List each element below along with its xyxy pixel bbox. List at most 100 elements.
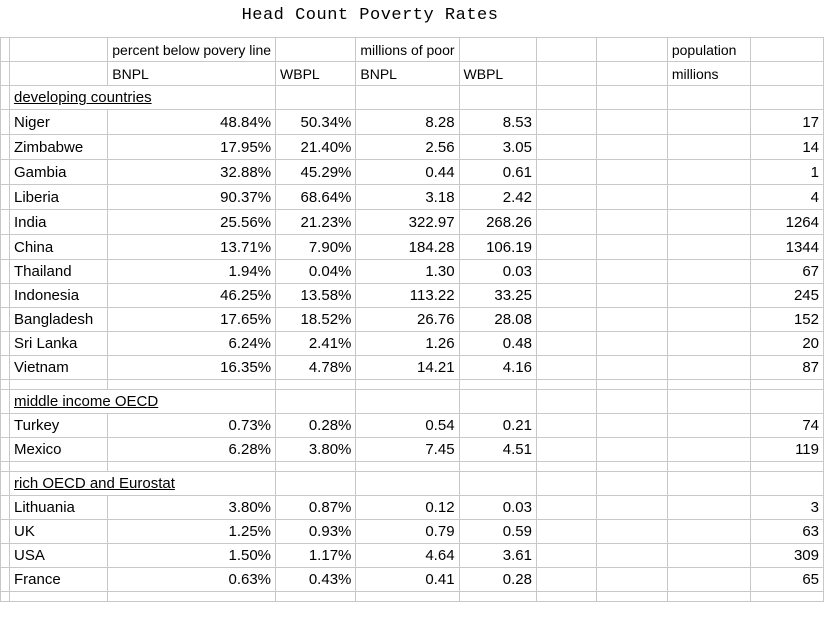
cell[interactable] [595,543,668,568]
cell[interactable] [535,307,597,332]
country-cell[interactable]: Gambia [8,159,109,185]
cell[interactable] [535,495,597,520]
population-cell[interactable]: 3 [750,495,824,520]
cell[interactable] [458,85,537,110]
cell[interactable] [750,471,824,496]
cell[interactable] [275,389,357,414]
cell[interactable] [666,519,752,544]
cell[interactable] [750,85,824,110]
cell[interactable] [0,543,10,568]
header-millions-of-poor[interactable]: millions of poor [355,37,460,62]
cell[interactable] [535,209,597,235]
cell[interactable] [595,61,668,86]
pct-wbpl-cell[interactable]: 18.52% [275,307,357,332]
pct-bnpl-cell[interactable]: 46.25% [107,283,277,308]
cell[interactable] [595,37,668,62]
cell[interactable] [0,331,10,356]
cell[interactable] [535,61,597,86]
cell[interactable] [275,37,357,62]
section-label[interactable]: developing countries [8,85,277,110]
cell[interactable] [595,567,668,592]
cell[interactable] [0,591,10,602]
cell[interactable] [0,519,10,544]
cell[interactable] [595,379,668,390]
cell[interactable] [0,307,10,332]
population-cell[interactable]: 74 [750,413,824,438]
mil-wbpl-cell[interactable]: 3.05 [458,134,537,160]
cell[interactable] [0,355,10,380]
cell[interactable] [0,471,10,496]
mil-bnpl-cell[interactable]: 1.26 [355,331,460,356]
country-cell[interactable]: Indonesia [8,283,109,308]
cell[interactable] [535,413,597,438]
cell[interactable] [666,413,752,438]
cell[interactable] [355,591,460,602]
mil-bnpl-cell[interactable]: 8.28 [355,109,460,135]
pct-bnpl-cell[interactable]: 1.94% [107,259,277,284]
cell[interactable] [0,61,10,86]
pct-bnpl-cell[interactable]: 1.25% [107,519,277,544]
cell[interactable] [0,159,10,185]
mil-bnpl-cell[interactable]: 7.45 [355,437,460,462]
cell[interactable] [275,591,357,602]
cell[interactable] [0,134,10,160]
mil-bnpl-cell[interactable]: 3.18 [355,184,460,210]
country-cell[interactable]: Turkey [8,413,109,438]
country-cell[interactable]: USA [8,543,109,568]
cell[interactable] [535,283,597,308]
population-cell[interactable]: 152 [750,307,824,332]
cell[interactable] [595,471,668,496]
cell[interactable] [595,184,668,210]
header-mil-wbpl[interactable]: WBPL [458,61,537,86]
cell[interactable] [275,461,357,472]
mil-wbpl-cell[interactable]: 0.61 [458,159,537,185]
cell[interactable] [275,85,357,110]
cell[interactable] [535,159,597,185]
pct-bnpl-cell[interactable]: 17.65% [107,307,277,332]
cell[interactable] [666,159,752,185]
pct-bnpl-cell[interactable]: 0.63% [107,567,277,592]
cell[interactable] [666,184,752,210]
cell[interactable] [0,259,10,284]
cell[interactable] [666,379,752,390]
country-cell[interactable]: Lithuania [8,495,109,520]
pct-bnpl-cell[interactable]: 13.71% [107,234,277,260]
pct-bnpl-cell[interactable]: 48.84% [107,109,277,135]
pct-bnpl-cell[interactable]: 6.28% [107,437,277,462]
country-cell[interactable]: Thailand [8,259,109,284]
population-cell[interactable]: 309 [750,543,824,568]
cell[interactable] [666,234,752,260]
pct-bnpl-cell[interactable]: 25.56% [107,209,277,235]
mil-wbpl-cell[interactable]: 0.21 [458,413,537,438]
pct-wbpl-cell[interactable]: 0.04% [275,259,357,284]
cell[interactable] [8,379,109,390]
population-cell[interactable]: 1264 [750,209,824,235]
cell[interactable] [0,109,10,135]
cell[interactable] [458,389,537,414]
cell[interactable] [355,461,460,472]
population-cell[interactable]: 67 [750,259,824,284]
country-cell[interactable]: Vietnam [8,355,109,380]
cell[interactable] [0,413,10,438]
cell[interactable] [535,85,597,110]
cell[interactable] [8,61,109,86]
mil-wbpl-cell[interactable]: 8.53 [458,109,537,135]
cell[interactable] [0,234,10,260]
pct-bnpl-cell[interactable]: 17.95% [107,134,277,160]
mil-bnpl-cell[interactable]: 1.30 [355,259,460,284]
cell[interactable] [595,355,668,380]
mil-wbpl-cell[interactable]: 33.25 [458,283,537,308]
cell[interactable] [535,109,597,135]
cell[interactable] [666,307,752,332]
cell[interactable] [535,437,597,462]
cell[interactable] [535,461,597,472]
pct-wbpl-cell[interactable]: 0.28% [275,413,357,438]
cell[interactable] [595,591,668,602]
cell[interactable] [0,184,10,210]
mil-bnpl-cell[interactable]: 26.76 [355,307,460,332]
mil-wbpl-cell[interactable]: 0.03 [458,259,537,284]
cell[interactable] [666,134,752,160]
mil-bnpl-cell[interactable]: 0.54 [355,413,460,438]
country-cell[interactable]: Bangladesh [8,307,109,332]
mil-wbpl-cell[interactable]: 28.08 [458,307,537,332]
